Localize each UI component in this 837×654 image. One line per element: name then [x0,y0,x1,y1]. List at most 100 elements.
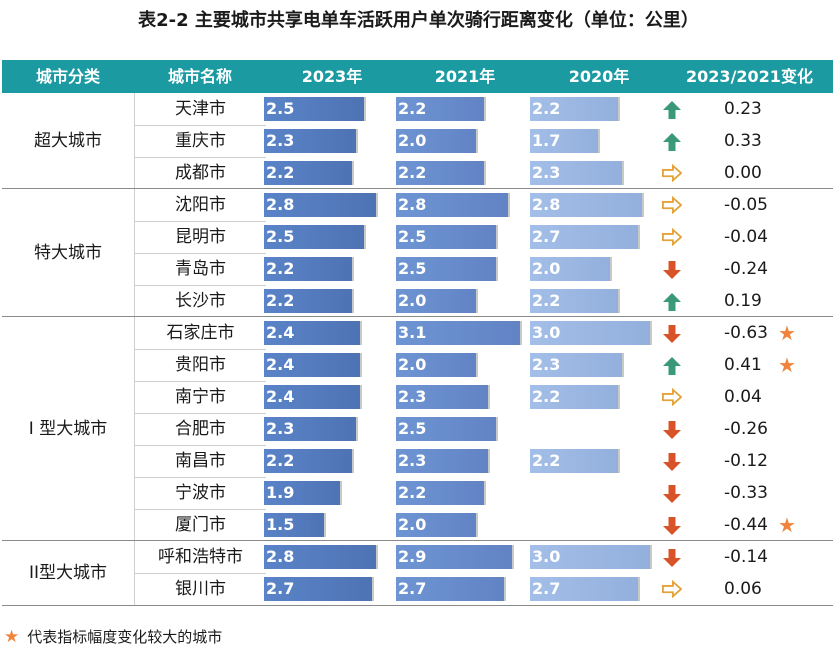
group-divider [2,540,833,541]
row-divider [134,477,266,478]
bar-2021: 3.1 [396,321,522,345]
bar-value: 2.4 [266,323,295,342]
city-name: 贵阳市 [134,349,266,381]
star-icon: ★ [778,353,796,377]
bar-value: 2.2 [532,99,561,118]
bar-2021: 2.9 [396,545,514,569]
bar-value: 2.3 [398,451,427,470]
bar-2021: 2.0 [396,513,478,537]
table-row: 沈阳市 2.8 2.8 2.8 -0.05 [2,189,833,221]
bar-value: 2.3 [532,355,561,374]
category-label: 超大城市 [34,131,102,151]
change-value: 0.33 [724,131,762,151]
change-value: -0.05 [724,195,768,215]
bar-value: 3.0 [532,323,561,342]
city-name: 天津市 [134,93,266,125]
bar-2020: 2.0 [530,257,612,281]
bar-2023: 2.3 [264,417,358,441]
bar-2021: 2.5 [396,257,498,281]
bar-value: 2.0 [532,259,561,278]
bar-2023: 2.2 [264,257,354,281]
row-divider [134,349,266,350]
bar-2021: 2.0 [396,289,478,313]
bar-2020: 3.0 [530,321,652,345]
bar-2020: 2.2 [530,449,620,473]
bar-value: 1.9 [266,483,295,502]
bar-2023: 2.4 [264,353,362,377]
bar-value: 2.5 [266,227,295,246]
change-value: 0.41 [724,355,762,375]
bar-2023: 1.5 [264,513,326,537]
bar-value: 2.7 [532,227,561,246]
bar-value: 2.2 [266,451,295,470]
change-value: -0.44 [724,515,768,535]
bar-value: 2.9 [398,547,427,566]
bar-value: 2.8 [532,195,561,214]
change-value: -0.26 [724,419,768,439]
bar-2021: 2.2 [396,97,486,121]
header-2020: 2020年 [568,67,630,86]
bar-value: 3.1 [398,323,427,342]
category-label: I 型大城市 [28,419,108,439]
bar-value: 2.2 [532,451,561,470]
row-divider [134,253,266,254]
trend-down-icon [662,548,682,568]
city-name: 厦门市 [134,509,266,541]
table-row: 昆明市 2.5 2.5 2.7 -0.04 [2,221,833,253]
bar-2023: 2.3 [264,129,358,153]
table-bottom-border [2,605,833,606]
city-name: 青岛市 [134,253,266,285]
table-row: 南昌市 2.2 2.3 2.2 -0.12 [2,445,833,477]
city-name: 重庆市 [134,125,266,157]
change-value: -0.24 [724,259,768,279]
bar-value: 2.2 [532,291,561,310]
bar-value: 2.7 [398,579,427,598]
bar-value: 2.3 [398,387,427,406]
city-name: 南宁市 [134,381,266,413]
star-icon: ★ [778,321,796,345]
city-name: 沈阳市 [134,189,266,221]
row-divider [134,381,266,382]
bar-2021: 2.3 [396,385,490,409]
bar-2023: 2.2 [264,289,354,313]
change-value: 0.04 [724,387,762,407]
table-title: 表2-2 主要城市共享电单车活跃用户单次骑行距离变化（单位：公里） [138,10,699,31]
table-row: 厦门市 1.5 2.0 -0.44 ★ [2,509,833,541]
bar-2020: 2.7 [530,225,640,249]
trend-down-icon [662,420,682,440]
change-value: 0.23 [724,99,762,119]
bar-2020: 2.2 [530,97,620,121]
trend-flat-icon [662,227,683,248]
bar-2020: 2.2 [530,385,620,409]
bar-value: 2.2 [398,99,427,118]
change-value: -0.04 [724,227,768,247]
trend-flat-icon [662,579,683,600]
bar-2021: 2.2 [396,481,486,505]
row-divider [134,285,266,286]
row-divider [134,157,266,158]
bar-2020: 3.0 [530,545,652,569]
bar-2021: 2.7 [396,577,506,601]
bar-value: 2.8 [266,195,295,214]
city-name: 长沙市 [134,285,266,317]
table-row: 长沙市 2.2 2.0 2.2 0.19 [2,285,833,317]
bar-2021: 2.0 [396,129,478,153]
table-row: 南宁市 2.4 2.3 2.2 0.04 [2,381,833,413]
row-divider [134,445,266,446]
header-city: 城市名称 [167,67,232,86]
bar-value: 2.5 [398,227,427,246]
bar-2023: 2.4 [264,321,362,345]
city-name: 昆明市 [134,221,266,253]
bar-2023: 2.2 [264,161,354,185]
group-divider [2,188,833,189]
city-name: 成都市 [134,157,266,189]
bar-value: 2.3 [266,131,295,150]
table-row: 宁波市 1.9 2.2 -0.33 [2,477,833,509]
city-name: 石家庄市 [134,317,266,349]
header-category: 城市分类 [35,67,100,86]
category-label: II型大城市 [28,563,108,583]
row-divider [134,125,266,126]
bar-value: 2.5 [398,259,427,278]
city-name: 呼和浩特市 [134,541,266,573]
category-label: 特大城市 [34,243,102,263]
